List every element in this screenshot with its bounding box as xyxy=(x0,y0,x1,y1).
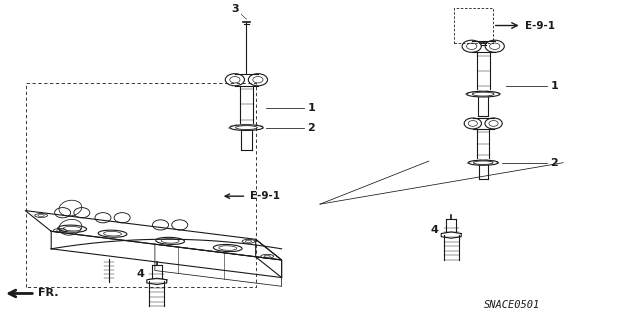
Text: FR.: FR. xyxy=(38,288,59,299)
Text: 4: 4 xyxy=(136,269,144,279)
Text: 4: 4 xyxy=(431,225,438,235)
Text: E-9-1: E-9-1 xyxy=(525,20,555,31)
Text: 2: 2 xyxy=(550,158,558,168)
Text: 3: 3 xyxy=(231,4,239,14)
Text: 1: 1 xyxy=(307,103,315,114)
Text: E-9-1: E-9-1 xyxy=(250,191,280,201)
Text: SNACE0501: SNACE0501 xyxy=(484,300,540,310)
Text: 1: 1 xyxy=(550,81,558,91)
Text: 2: 2 xyxy=(307,122,315,133)
